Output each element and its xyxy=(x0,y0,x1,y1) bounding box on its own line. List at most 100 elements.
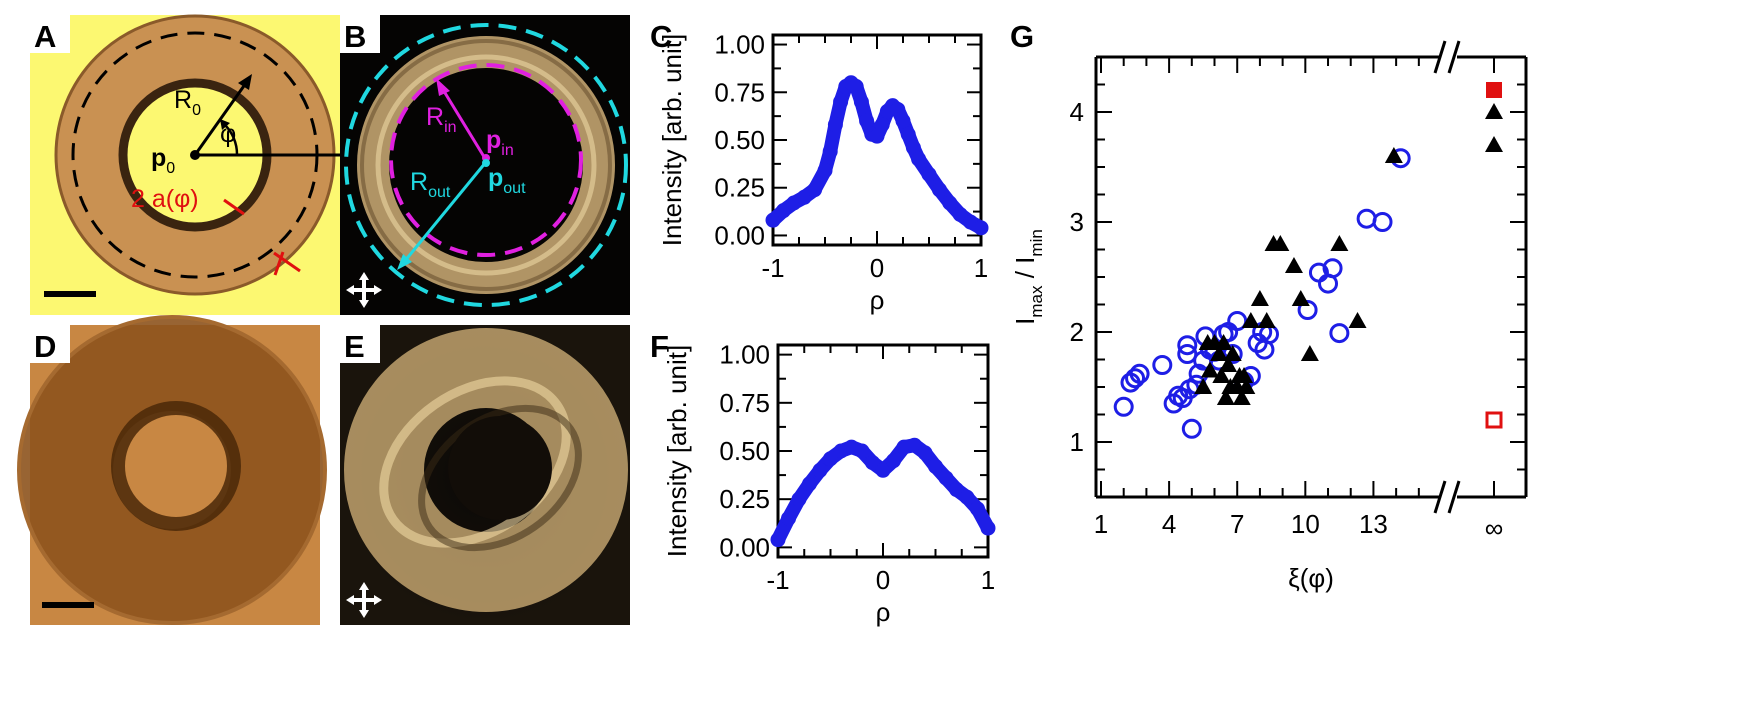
panel-d-letter-box xyxy=(30,325,70,363)
panel-b-ring-highlight xyxy=(375,54,597,276)
x-tick-label: 10 xyxy=(1291,509,1320,539)
x-tick-label-infinity: ∞ xyxy=(1485,513,1504,543)
data-point-triangle xyxy=(1214,334,1233,350)
data-point xyxy=(949,482,964,498)
y-tick-label: 0.50 xyxy=(714,125,765,155)
panel-a-thickness-marker-inner xyxy=(223,198,245,216)
data-point xyxy=(853,94,869,110)
panel-a-letter: A xyxy=(34,19,56,54)
data-point xyxy=(791,491,807,507)
panel-b-outer-dashed-circle xyxy=(344,23,628,307)
panel-e-letter: E xyxy=(344,329,365,364)
chart-g: 1 4 7 10 13 ∞ 1 2 3 4 ξ(φ) Imax / Imin xyxy=(1010,40,1528,593)
data-point xyxy=(905,140,921,156)
data-point-circle xyxy=(1152,355,1173,375)
x-tick-label: 13 xyxy=(1359,509,1388,539)
x-tick-label: -1 xyxy=(761,253,784,283)
axis-break-mark xyxy=(1447,40,1461,74)
data-point-triangle xyxy=(1348,312,1367,328)
panel-b: Rin pin Rout pout B xyxy=(340,15,630,315)
crossed-polarizers-icon xyxy=(346,272,382,308)
chart-f: -1 0 1 0.00 0.25 0.50 0.75 1.00 ρ Intensity [arb.… xyxy=(662,340,996,627)
panel-a-thickness-label: 2 a(φ) xyxy=(131,185,199,213)
y-tick-label: 0.75 xyxy=(714,77,765,107)
data-point-circle xyxy=(1227,311,1248,331)
data-point xyxy=(938,470,954,486)
data-point xyxy=(833,94,849,110)
y-tick-label: 4 xyxy=(1070,97,1084,127)
data-point-circle xyxy=(1322,258,1343,279)
y-tick-label: 0.75 xyxy=(719,388,770,418)
x-axis-title: ρ xyxy=(870,285,885,315)
data-point xyxy=(875,462,891,478)
x-tick-label: 4 xyxy=(1162,509,1176,539)
panel-d: D xyxy=(17,315,327,625)
panel-a-radius-arrow xyxy=(193,82,248,156)
data-point-triangle xyxy=(1485,136,1503,152)
panel-a-r0-label: R0 xyxy=(174,86,201,119)
panel-b-ring xyxy=(357,36,615,294)
panel-e-ring-streak xyxy=(379,376,571,548)
data-point xyxy=(917,445,933,461)
data-point xyxy=(869,128,885,144)
data-point-triangle xyxy=(1384,147,1403,163)
panel-b-letter-box xyxy=(340,15,380,53)
data-point-triangle xyxy=(1257,312,1276,328)
data-point xyxy=(781,510,796,526)
data-point-circle xyxy=(1356,208,1377,229)
y-tick-label: 1.00 xyxy=(719,340,770,370)
chart-c: -1 0 1 0.00 0.25 0.50 0.75 1.00 ρ Intensity [arb.… xyxy=(657,30,989,315)
y-tick-label: 0.25 xyxy=(714,173,765,203)
panel-e: E xyxy=(340,325,630,625)
data-point xyxy=(973,220,989,236)
y-axis-title: Intensity [arb. unit] xyxy=(657,34,687,246)
crossed-polarizers-icon xyxy=(346,582,382,618)
data-point-triangle xyxy=(1271,235,1290,251)
panel-a-letter-box xyxy=(30,15,70,53)
panel-a-phi-label: φ xyxy=(220,120,236,148)
data-point xyxy=(952,206,968,222)
data-point xyxy=(911,151,927,167)
data-point xyxy=(817,163,833,179)
panel-b-rin-label: Rin xyxy=(426,103,457,136)
axis-break-mark xyxy=(1433,40,1447,74)
data-point-triangle xyxy=(1216,389,1235,405)
data-point-circle xyxy=(1329,323,1350,344)
data-point-triangle xyxy=(1241,312,1260,328)
y-tick-label: 3 xyxy=(1070,207,1084,237)
data-point xyxy=(775,203,791,219)
y-axis-title: Intensity [arb. unit] xyxy=(662,345,692,557)
data-point xyxy=(854,443,870,459)
data-point-triangle xyxy=(1330,235,1349,251)
data-point xyxy=(907,437,922,453)
data-point xyxy=(886,453,901,469)
data-point xyxy=(859,113,875,129)
data-point-triangle xyxy=(1291,290,1310,306)
data-point-triangle xyxy=(1284,257,1303,273)
panel-e-ring-streak xyxy=(418,404,582,552)
data-point xyxy=(823,451,838,467)
data-point-square xyxy=(1486,82,1502,98)
data-point-triangle xyxy=(1212,367,1231,383)
x-tick-label: 0 xyxy=(876,565,890,595)
y-tick-label: 0.25 xyxy=(719,484,770,514)
x-tick-label: 7 xyxy=(1230,509,1244,539)
x-axis-title: ρ xyxy=(876,597,891,627)
data-point xyxy=(812,462,828,478)
arrowhead-icon xyxy=(397,254,412,270)
panel-c: C -1 0 1 0.00 0.25 0.50 0.75 1.00 ρ Intensity [ar… xyxy=(650,19,989,315)
data-point-circle xyxy=(1125,368,1146,389)
data-point xyxy=(890,101,906,117)
data-point-circle xyxy=(1113,396,1134,417)
data-point xyxy=(959,489,975,505)
panel-a-thickness-marker-outer xyxy=(273,251,301,273)
data-point xyxy=(921,166,937,182)
panel-e-letter-box xyxy=(340,325,380,363)
y-tick-label: 2 xyxy=(1070,317,1084,347)
x-tick-label: 0 xyxy=(870,253,884,283)
x-tick-label: -1 xyxy=(766,565,789,595)
data-point xyxy=(802,476,817,492)
panel-b-pin-label: pin xyxy=(486,126,514,159)
data-point xyxy=(895,113,911,129)
